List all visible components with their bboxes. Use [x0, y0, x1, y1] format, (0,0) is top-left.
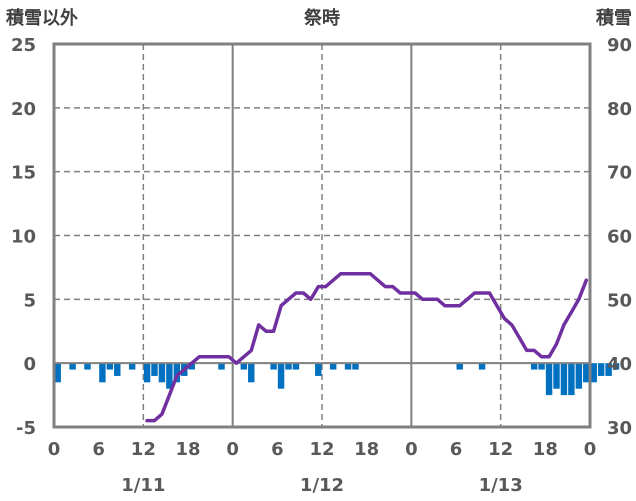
- snow-depth-line: [145, 272, 589, 423]
- bar: [590, 363, 597, 383]
- bar: [128, 363, 136, 370]
- x-tick-label: 6: [92, 439, 105, 460]
- bar: [344, 363, 352, 370]
- left-tick-label: 15: [11, 163, 36, 184]
- bar: [166, 363, 173, 389]
- date-label: 1/11: [121, 475, 165, 496]
- bar: [218, 363, 225, 370]
- left-tick-label: 0: [23, 354, 36, 375]
- bar: [292, 363, 300, 370]
- left-axis-title: 積雪以外: [5, 7, 78, 29]
- bar: [530, 363, 538, 370]
- right-axis-title: 積雪: [595, 7, 632, 29]
- bar: [315, 363, 322, 376]
- plot-frame: [52, 42, 592, 429]
- right-tick-label: 90: [607, 35, 632, 56]
- bar: [612, 363, 620, 370]
- right-tick-label: 60: [607, 227, 632, 248]
- bar: [54, 363, 61, 383]
- x-tick-label: 12: [309, 439, 334, 460]
- bar: [553, 363, 560, 389]
- x-tick-label: 0: [48, 439, 61, 460]
- left-tick-label: 10: [11, 227, 36, 248]
- bar: [597, 363, 605, 376]
- left-tick-label: -5: [16, 418, 36, 439]
- x-tick-label: 6: [450, 439, 463, 460]
- bar: [285, 363, 292, 370]
- date-label: 1/13: [479, 475, 523, 496]
- right-tick-label: 80: [607, 99, 632, 120]
- bar: [69, 363, 76, 370]
- bar: [538, 363, 545, 370]
- x-tick-label: 18: [354, 439, 379, 460]
- date-label: 1/12: [300, 475, 344, 496]
- x-axis-title: 祭時: [303, 7, 340, 29]
- bar: [106, 363, 114, 370]
- x-tick-label: 12: [131, 439, 156, 460]
- x-tick-label: 6: [271, 439, 284, 460]
- bar: [270, 363, 277, 370]
- x-tick-label: 0: [584, 439, 597, 460]
- bar: [545, 363, 553, 396]
- bar: [329, 363, 337, 370]
- left-tick-label: 25: [11, 35, 36, 56]
- left-tick-label: 20: [11, 99, 36, 120]
- x-tick-label: 0: [226, 439, 239, 460]
- left-tick-label: 5: [23, 290, 36, 311]
- bar: [575, 363, 583, 389]
- x-tick-label: 18: [533, 439, 558, 460]
- bar: [568, 363, 575, 396]
- x-tick-label: 18: [175, 439, 200, 460]
- bar: [114, 363, 121, 376]
- bar: [583, 363, 590, 383]
- bar: [84, 363, 91, 370]
- bar: [173, 363, 181, 383]
- bar: [240, 363, 248, 370]
- x-tick-label: 0: [405, 439, 418, 460]
- bar: [151, 363, 158, 376]
- line-layer: [145, 272, 589, 423]
- bar: [248, 363, 255, 383]
- right-tick-label: 30: [607, 418, 632, 439]
- bar: [560, 363, 568, 396]
- bar: [352, 363, 359, 370]
- bar: [478, 363, 486, 370]
- x-tick-label: 12: [488, 439, 513, 460]
- right-tick-label: 40: [607, 354, 632, 375]
- bar: [605, 363, 612, 376]
- bar: [99, 363, 106, 383]
- right-tick-label: 50: [607, 290, 632, 311]
- bar: [188, 363, 195, 370]
- bar: [277, 363, 285, 389]
- bar: [456, 363, 463, 370]
- right-tick-label: 70: [607, 163, 632, 184]
- bar: [158, 363, 166, 383]
- bar: [143, 363, 151, 383]
